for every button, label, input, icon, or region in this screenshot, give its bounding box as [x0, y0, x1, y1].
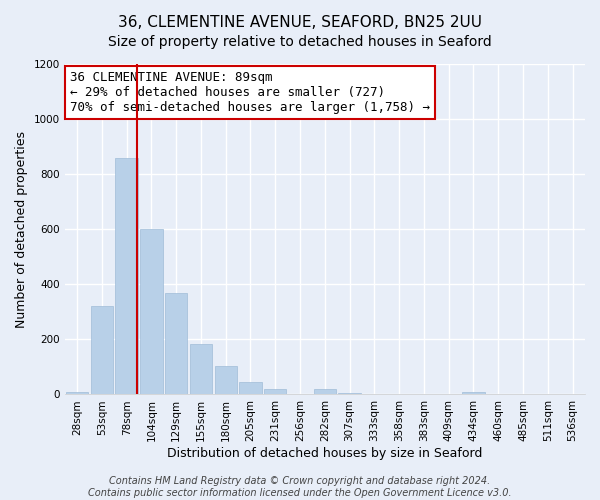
Y-axis label: Number of detached properties: Number of detached properties: [15, 130, 28, 328]
Text: Size of property relative to detached houses in Seaford: Size of property relative to detached ho…: [108, 35, 492, 49]
Bar: [215, 366, 237, 394]
Text: 36 CLEMENTINE AVENUE: 89sqm
← 29% of detached houses are smaller (727)
70% of se: 36 CLEMENTINE AVENUE: 89sqm ← 29% of det…: [70, 70, 430, 114]
Text: Contains HM Land Registry data © Crown copyright and database right 2024.
Contai: Contains HM Land Registry data © Crown c…: [88, 476, 512, 498]
Bar: [314, 389, 336, 394]
Bar: [338, 393, 361, 394]
Bar: [463, 392, 485, 394]
Bar: [115, 158, 138, 394]
X-axis label: Distribution of detached houses by size in Seaford: Distribution of detached houses by size …: [167, 447, 482, 460]
Bar: [91, 306, 113, 394]
Bar: [264, 389, 286, 394]
Bar: [239, 382, 262, 394]
Bar: [165, 292, 187, 394]
Text: 36, CLEMENTINE AVENUE, SEAFORD, BN25 2UU: 36, CLEMENTINE AVENUE, SEAFORD, BN25 2UU: [118, 15, 482, 30]
Bar: [66, 392, 88, 394]
Bar: [140, 229, 163, 394]
Bar: [190, 344, 212, 394]
